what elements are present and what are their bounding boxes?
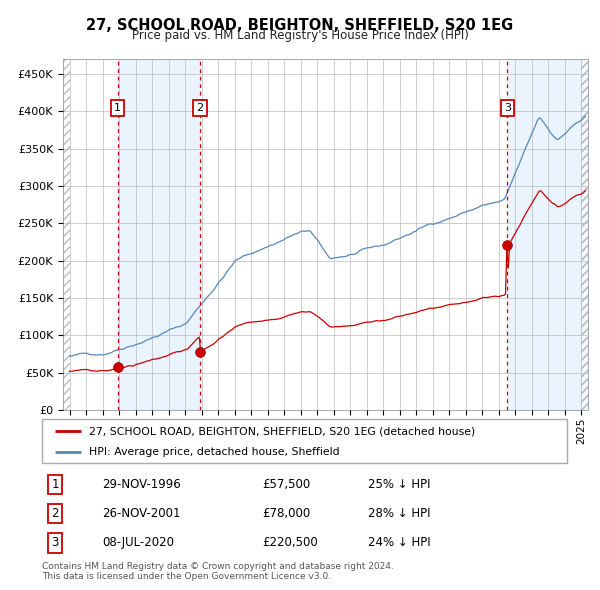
Text: Price paid vs. HM Land Registry's House Price Index (HPI): Price paid vs. HM Land Registry's House …	[131, 30, 469, 42]
Text: 27, SCHOOL ROAD, BEIGHTON, SHEFFIELD, S20 1EG: 27, SCHOOL ROAD, BEIGHTON, SHEFFIELD, S2…	[86, 18, 514, 32]
Bar	[63, 59, 70, 410]
Bar	[581, 59, 588, 410]
Text: £78,000: £78,000	[263, 507, 311, 520]
Bar	[118, 59, 200, 410]
Bar	[581, 59, 588, 410]
Text: Contains HM Land Registry data © Crown copyright and database right 2024.
This d: Contains HM Land Registry data © Crown c…	[42, 562, 394, 581]
Text: 2: 2	[52, 507, 59, 520]
Text: 08-JUL-2020: 08-JUL-2020	[103, 536, 175, 549]
Text: 27, SCHOOL ROAD, BEIGHTON, SHEFFIELD, S20 1EG (detached house): 27, SCHOOL ROAD, BEIGHTON, SHEFFIELD, S2…	[89, 427, 476, 436]
Text: HPI: Average price, detached house, Sheffield: HPI: Average price, detached house, Shef…	[89, 447, 340, 457]
Text: 1: 1	[52, 478, 59, 491]
Text: 24% ↓ HPI: 24% ↓ HPI	[367, 536, 430, 549]
Text: 3: 3	[52, 536, 59, 549]
Bar	[63, 59, 70, 410]
Bar	[581, 59, 588, 410]
Bar	[508, 59, 581, 410]
Text: 2: 2	[196, 103, 203, 113]
Text: 29-NOV-1996: 29-NOV-1996	[103, 478, 181, 491]
Text: 1: 1	[114, 103, 121, 113]
Text: 3: 3	[504, 103, 511, 113]
Text: 28% ↓ HPI: 28% ↓ HPI	[367, 507, 430, 520]
Text: £220,500: £220,500	[263, 536, 318, 549]
Bar	[581, 59, 588, 410]
Text: 25% ↓ HPI: 25% ↓ HPI	[367, 478, 430, 491]
FancyBboxPatch shape	[42, 419, 567, 463]
Text: 26-NOV-2001: 26-NOV-2001	[103, 507, 181, 520]
Text: £57,500: £57,500	[263, 478, 311, 491]
